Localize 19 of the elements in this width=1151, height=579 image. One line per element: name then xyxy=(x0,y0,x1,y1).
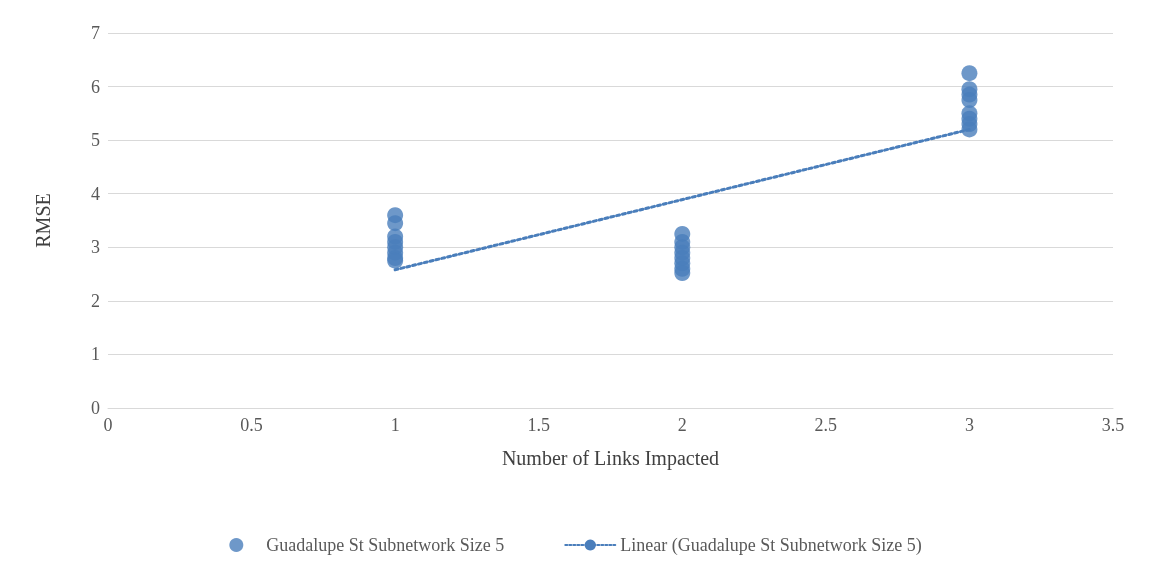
x-tick-label: 3 xyxy=(964,415,974,435)
x-tick-label: 3.5 xyxy=(1101,415,1125,435)
legend-label: Guadalupe St Subnetwork Size 5 xyxy=(266,535,505,555)
x-tick-label: 2 xyxy=(677,415,687,435)
y-tick-label: 0 xyxy=(91,398,100,418)
y-axis-title: RMSE xyxy=(32,193,54,248)
y-tick-label: 5 xyxy=(91,130,100,151)
x-tick-label: 1 xyxy=(390,415,400,435)
y-tick-label: 7 xyxy=(91,23,100,43)
x-tick-label: 2.5 xyxy=(814,415,838,435)
y-tick-label: 6 xyxy=(91,76,100,97)
x-axis-title: Number of Links Impacted xyxy=(501,447,720,470)
y-tick-label: 3 xyxy=(91,237,100,258)
y-tick-label: 4 xyxy=(91,183,100,204)
y-tick-label: 1 xyxy=(91,344,100,365)
legend-label: Linear (Guadalupe St Subnetwork Size 5) xyxy=(620,535,922,556)
x-tick-label: 1.5 xyxy=(527,415,550,435)
x-tick-label: 0.5 xyxy=(240,415,263,435)
y-tick-label: 2 xyxy=(91,290,100,311)
